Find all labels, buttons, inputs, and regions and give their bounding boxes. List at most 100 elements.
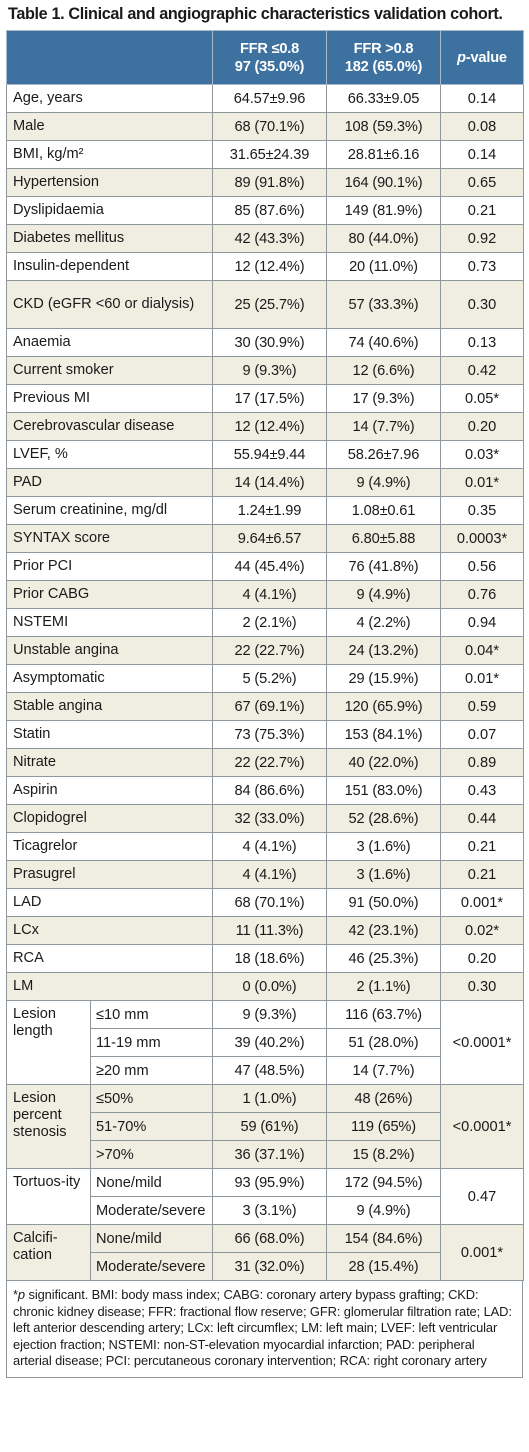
cell-ffr-high: 153 (84.1%) [326, 720, 441, 749]
cell-ffr-high: 20 (11.0%) [326, 252, 441, 281]
table-row: Ticagrelor 4 (4.1%) 3 (1.6%) 0.21 [6, 832, 524, 861]
cell-ffr-high: 57 (33.3%) [326, 280, 441, 329]
cell-ffr-high: 40 (22.0%) [326, 748, 441, 777]
cell-ffr-low: 12 (12.4%) [212, 252, 327, 281]
cell-ffr-low: 73 (75.3%) [212, 720, 327, 749]
table-row: LM 0 (0.0%) 2 (1.1%) 0.30 [6, 972, 524, 1001]
group-label: Lesion percent stenosis [6, 1084, 91, 1169]
cell-ffr-low: 32 (33.0%) [212, 804, 327, 833]
cell-ffr-high: 51 (28.0%) [326, 1028, 441, 1057]
cell-ffr-low: 22 (22.7%) [212, 748, 327, 777]
header-blank-cell [6, 30, 213, 85]
cell-ffr-low: 68 (70.1%) [212, 112, 327, 141]
group-label: Calcifi-cation [6, 1224, 91, 1281]
row-label: Age, years [6, 84, 213, 113]
table-row: Hypertension 89 (91.8%) 164 (90.1%) 0.65 [6, 168, 524, 197]
cell-ffr-high: 9 (4.9%) [326, 580, 441, 609]
cell-ffr-low: 1 (1.0%) [212, 1084, 327, 1113]
cell-pvalue: 0.21 [440, 860, 524, 889]
cell-ffr-low: 31 (32.0%) [212, 1252, 327, 1281]
header-ffr-high-line2: 182 (65.0%) [344, 58, 423, 75]
table-row: Age, years 64.57±9.96 66.33±9.05 0.14 [6, 84, 524, 113]
table-row: Unstable angina 22 (22.7%) 24 (13.2%) 0.04* [6, 636, 524, 665]
cell-ffr-high: 172 (94.5%) [326, 1168, 441, 1197]
cell-ffr-low: 85 (87.6%) [212, 196, 327, 225]
cell-pvalue: 0.04* [440, 636, 524, 665]
cell-ffr-high: 28.81±6.16 [326, 140, 441, 169]
cell-ffr-high: 80 (44.0%) [326, 224, 441, 253]
table-row: Lesion percent stenosis ≤50% 1 (1.0%) 48 (2… [6, 1084, 524, 1169]
cell-ffr-high: 154 (84.6%) [326, 1224, 441, 1253]
header-pvalue-p: p [457, 49, 466, 66]
cell-pvalue: 0.89 [440, 748, 524, 777]
table-row: Aspirin 84 (86.6%) 151 (83.0%) 0.43 [6, 776, 524, 805]
cell-ffr-high: 28 (15.4%) [326, 1252, 441, 1281]
cell-ffr-low: 67 (69.1%) [212, 692, 327, 721]
table-row: Current smoker 9 (9.3%) 12 (6.6%) 0.42 [6, 356, 524, 385]
row-label: PAD [6, 468, 213, 497]
table-row: Cerebrovascular disease 12 (12.4%) 14 (7.7… [6, 412, 524, 441]
header-ffr-high-line1: FFR >0.8 [353, 40, 414, 57]
row-label: Statin [6, 720, 213, 749]
cell-ffr-low: 64.57±9.96 [212, 84, 327, 113]
cell-pvalue: 0.14 [440, 84, 524, 113]
table-row: Nitrate 22 (22.7%) 40 (22.0%) 0.89 [6, 748, 524, 777]
cell-ffr-low: 14 (14.4%) [212, 468, 327, 497]
cell-ffr-high: 164 (90.1%) [326, 168, 441, 197]
row-label: Cerebrovascular disease [6, 412, 213, 441]
cell-pvalue: 0.30 [440, 280, 524, 329]
cell-ffr-low: 2 (2.1%) [212, 608, 327, 637]
table-row: Prior PCI 44 (45.4%) 76 (41.8%) 0.56 [6, 552, 524, 581]
cell-pvalue: 0.21 [440, 196, 524, 225]
cell-pvalue: <0.0001* [440, 1000, 524, 1085]
row-label: Clopidogrel [6, 804, 213, 833]
cell-ffr-low: 9 (9.3%) [212, 1000, 327, 1029]
cell-pvalue: 0.0003* [440, 524, 524, 553]
header-ffr-low: FFR ≤0.8 97 (35.0%) [212, 30, 327, 85]
characteristics-table: FFR ≤0.8 97 (35.0%) FFR >0.8 182 (65.0%)… [6, 30, 524, 1281]
row-label: Insulin-dependent [6, 252, 213, 281]
subgroup-label: Moderate/severe [90, 1196, 213, 1225]
cell-ffr-low: 5 (5.2%) [212, 664, 327, 693]
header-row: FFR ≤0.8 97 (35.0%) FFR >0.8 182 (65.0%)… [6, 30, 524, 85]
group-label: Lesion length [6, 1000, 91, 1085]
row-label: SYNTAX score [6, 524, 213, 553]
table-row: 51-70% 59 (61%) 119 (65%) [7, 1112, 524, 1141]
cell-ffr-high: 149 (81.9%) [326, 196, 441, 225]
cell-ffr-low: 93 (95.9%) [212, 1168, 327, 1197]
cell-ffr-high: 4 (2.2%) [326, 608, 441, 637]
cell-ffr-high: 46 (25.3%) [326, 944, 441, 973]
cell-pvalue: 0.43 [440, 776, 524, 805]
cell-ffr-low: 9.64±6.57 [212, 524, 327, 553]
cell-ffr-high: 1.08±0.61 [326, 496, 441, 525]
footnote-p: p [17, 1287, 25, 1302]
row-label: Serum creatinine, mg/dl [6, 496, 213, 525]
cell-pvalue: 0.14 [440, 140, 524, 169]
cell-pvalue: 0.001* [440, 1224, 524, 1281]
cell-ffr-high: 9 (4.9%) [326, 1196, 441, 1225]
cell-ffr-high: 14 (7.7%) [326, 1056, 441, 1085]
header-ffr-low-line2: 97 (35.0%) [234, 58, 305, 75]
cell-pvalue: 0.08 [440, 112, 524, 141]
cell-ffr-high: 24 (13.2%) [326, 636, 441, 665]
cell-ffr-high: 74 (40.6%) [326, 328, 441, 357]
header-pvalue-rest: -value [465, 49, 507, 66]
cell-ffr-high: 15 (8.2%) [326, 1140, 441, 1169]
table-row: LAD 68 (70.1%) 91 (50.0%) 0.001* [6, 888, 524, 917]
row-label: Asymptomatic [6, 664, 213, 693]
cell-pvalue: 0.05* [440, 384, 524, 413]
row-label: Diabetes mellitus [6, 224, 213, 253]
cell-ffr-high: 58.26±7.96 [326, 440, 441, 469]
cell-pvalue: 0.59 [440, 692, 524, 721]
cell-ffr-low: 1.24±1.99 [212, 496, 327, 525]
table-row: CKD (eGFR <60 or dialysis) 25 (25.7%) 57 (… [6, 280, 524, 329]
cell-ffr-low: 4 (4.1%) [212, 860, 327, 889]
cell-ffr-high: 76 (41.8%) [326, 552, 441, 581]
table-footnote: *p significant. BMI: body mass index; CA… [6, 1281, 523, 1378]
cell-pvalue: 0.20 [440, 412, 524, 441]
subgroup-label: 51-70% [90, 1112, 213, 1141]
cell-pvalue: 0.94 [440, 608, 524, 637]
row-label: Unstable angina [6, 636, 213, 665]
cell-ffr-low: 4 (4.1%) [212, 580, 327, 609]
row-label: CKD (eGFR <60 or dialysis) [6, 280, 213, 329]
